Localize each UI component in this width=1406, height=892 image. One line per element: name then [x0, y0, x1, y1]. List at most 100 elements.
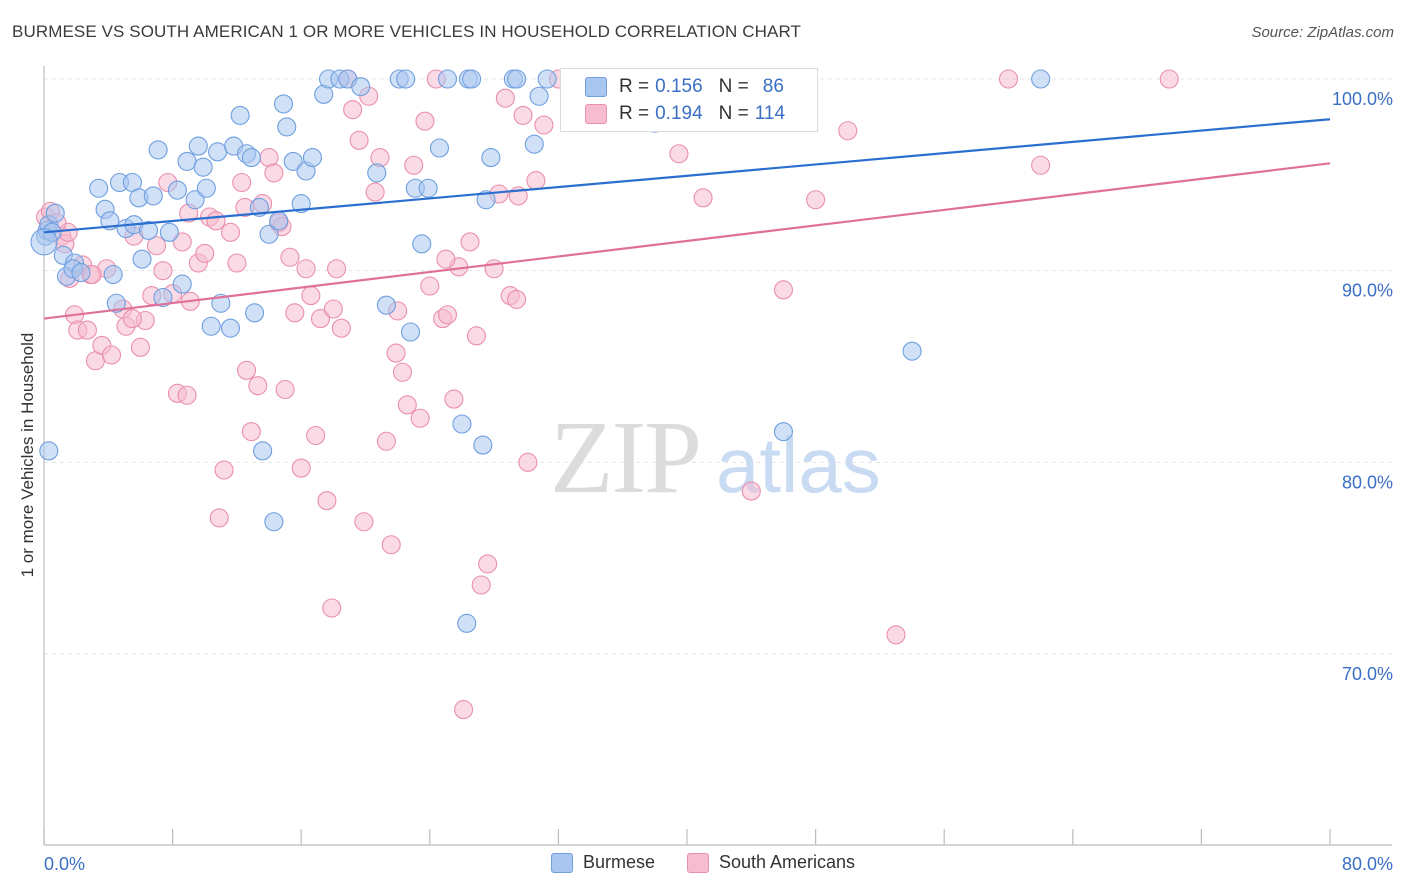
point-burmese	[773, 422, 794, 442]
point-south-americans	[466, 326, 486, 346]
x-tick-label-min: 0.0%	[44, 854, 85, 874]
point-burmese	[473, 435, 493, 455]
legend-item-burmese[interactable]: Burmese	[550, 852, 655, 873]
point-south-americans	[354, 512, 374, 532]
swatch-south-americans	[585, 104, 607, 124]
y-axis-label: 1 or more Vehicles in Household	[18, 332, 37, 578]
point-burmese	[188, 136, 208, 156]
trend-line-south-americans	[43, 162, 1331, 320]
point-south-americans	[397, 395, 417, 415]
n-label: N =	[718, 103, 749, 124]
point-burmese	[153, 287, 173, 308]
point-burmese	[172, 274, 192, 294]
point-south-americans	[153, 261, 173, 281]
point-burmese	[177, 151, 197, 171]
point-burmese	[457, 613, 477, 633]
watermark-atlas: atlas	[716, 421, 881, 509]
r-value: 0.194	[655, 103, 703, 124]
point-burmese	[429, 138, 449, 158]
point-south-americans	[526, 171, 546, 191]
point-south-americans	[232, 172, 252, 193]
point-burmese	[185, 190, 205, 210]
point-south-americans	[495, 88, 515, 108]
point-burmese	[103, 264, 123, 285]
point-south-americans	[460, 232, 480, 252]
x-tick-label-max: 80.0%	[1342, 854, 1393, 874]
y-tick-label: 100.0%	[1332, 89, 1393, 109]
point-burmese	[45, 203, 65, 223]
point-south-americans	[214, 460, 234, 480]
point-south-americans	[301, 286, 321, 306]
point-burmese	[291, 194, 311, 214]
stats-legend: R = 0.156 N = 86 R = 0.194 N = 114	[560, 68, 818, 132]
point-south-americans	[291, 458, 311, 478]
point-south-americans	[280, 247, 300, 267]
point-burmese	[302, 148, 323, 168]
point-south-americans	[236, 360, 257, 380]
point-burmese	[376, 295, 396, 315]
point-south-americans	[177, 385, 197, 405]
point-south-americans	[130, 337, 150, 357]
point-south-americans	[507, 289, 527, 309]
point-south-americans	[381, 535, 401, 555]
point-south-americans	[322, 598, 342, 618]
r-label: R =	[619, 103, 650, 124]
series-south-americans	[36, 69, 1179, 720]
point-burmese	[462, 69, 482, 89]
y-tick-label: 70.0%	[1342, 664, 1393, 684]
point-south-americans	[206, 211, 226, 231]
point-burmese	[1031, 69, 1051, 89]
point-south-americans	[471, 575, 491, 595]
series-legend: Burmese South Americans	[0, 852, 1406, 873]
swatch-burmese	[550, 852, 573, 873]
point-burmese	[193, 157, 213, 177]
point-south-americans	[386, 343, 406, 363]
point-south-americans	[669, 144, 689, 164]
point-burmese	[30, 228, 58, 256]
x-tick-labels: 0.0% 80.0%	[44, 854, 1393, 874]
point-south-americans	[518, 452, 538, 472]
point-south-americans	[172, 232, 192, 252]
point-south-americans	[513, 105, 533, 125]
point-south-americans	[310, 309, 331, 329]
point-burmese	[351, 77, 371, 97]
point-south-americans	[886, 625, 906, 645]
source-label: Source: ZipAtlas.com	[1251, 24, 1394, 41]
point-burmese	[418, 178, 438, 198]
point-burmese	[507, 69, 527, 89]
legend-item-south-americans[interactable]: South Americans	[686, 852, 856, 873]
point-south-americans	[437, 305, 458, 325]
point-south-americans	[331, 318, 351, 338]
point-burmese	[537, 69, 557, 89]
point-burmese	[208, 142, 228, 162]
y-tick-labels: 70.0% 80.0% 90.0% 100.0%	[1332, 89, 1393, 684]
trend-line-burmese	[43, 118, 1331, 234]
point-south-americans	[317, 491, 337, 511]
point-burmese	[412, 234, 432, 254]
point-burmese	[230, 105, 250, 125]
point-burmese	[167, 180, 187, 200]
chart-title: BURMESE VS SOUTH AMERICAN 1 OR MORE VEHI…	[12, 22, 802, 41]
point-burmese	[902, 341, 922, 361]
point-south-americans	[404, 155, 424, 175]
point-burmese	[476, 190, 496, 210]
point-south-americans	[195, 243, 215, 263]
point-burmese	[259, 224, 279, 244]
n-label: N =	[718, 76, 749, 97]
point-south-americans	[392, 362, 413, 382]
legend-label-south-americans: South Americans	[718, 852, 856, 872]
watermark-zip: ZIP	[550, 400, 700, 515]
point-burmese	[39, 441, 59, 461]
n-value: 86	[762, 76, 784, 97]
point-south-americans	[323, 299, 343, 319]
point-burmese	[452, 414, 472, 434]
point-south-americans	[264, 163, 284, 183]
point-south-americans	[420, 276, 440, 296]
point-burmese	[159, 222, 179, 242]
point-south-americans	[349, 130, 369, 150]
point-burmese	[396, 69, 416, 89]
point-burmese	[481, 148, 501, 168]
point-burmese	[524, 134, 544, 154]
point-south-americans	[77, 320, 97, 340]
